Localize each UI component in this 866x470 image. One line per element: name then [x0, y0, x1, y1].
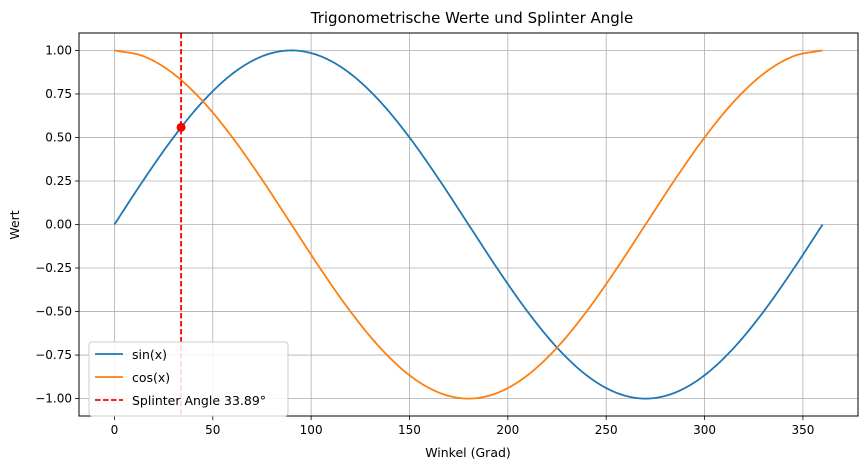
series-layer — [113, 49, 824, 400]
x-tick-label: 0 — [111, 423, 119, 437]
y-tick-label: −0.50 — [35, 305, 72, 319]
x-tick-label: 50 — [205, 423, 220, 437]
x-tick-label: 250 — [595, 423, 618, 437]
legend-label-sin: sin(x) — [132, 347, 167, 362]
series-line-sinx — [113, 49, 824, 400]
y-axis-label: Wert — [7, 210, 22, 239]
y-tick-label: 0.00 — [45, 218, 72, 232]
x-tick-label: 200 — [496, 423, 519, 437]
legend-box — [88, 341, 289, 417]
legend: sin(x) cos(x) Splinter Angle 33.89° — [88, 341, 289, 417]
x-tick-label: 350 — [791, 423, 814, 437]
legend-label-cos: cos(x) — [132, 370, 170, 385]
splinter-angle-point — [176, 122, 186, 132]
x-axis-label: Winkel (Grad) — [425, 445, 511, 460]
marker-layer — [176, 122, 186, 132]
legend-label-splinter-angle: Splinter Angle 33.89° — [132, 393, 266, 408]
x-tick-label: 150 — [398, 423, 421, 437]
chart-title: Trigonometrische Werte und Splinter Angl… — [310, 9, 633, 27]
y-tick-label: −0.75 — [35, 348, 72, 362]
y-tick-label: 0.75 — [45, 87, 72, 101]
y-tick-label: 0.50 — [45, 130, 72, 144]
x-tick-label: 300 — [693, 423, 716, 437]
y-tick-label: 1.00 — [45, 43, 72, 57]
x-tick-label: 100 — [300, 423, 323, 437]
y-tick-label: −0.25 — [35, 261, 72, 275]
y-tick-label: −1.00 — [35, 392, 72, 406]
y-tick-label: 0.25 — [45, 174, 72, 188]
axis-ticks: 0 50 100 150 200 250 300 350 −1.00 −0.75 −0.50 −0.2… — [35, 43, 814, 437]
series-line-cosx — [114, 49, 823, 400]
